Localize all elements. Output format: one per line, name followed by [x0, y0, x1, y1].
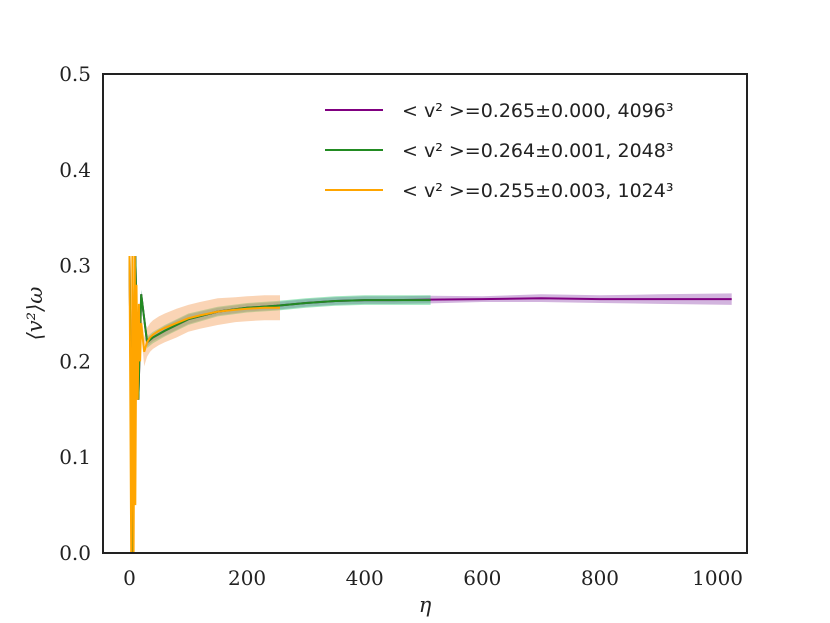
legend-entry: < v² >=0.265±0.000, 4096³ — [402, 100, 673, 122]
x-axis-label: η — [419, 593, 432, 617]
y-tick-label: 0.1 — [59, 445, 91, 469]
x-axis-ticks: 0 200 400 600 800 1000 — [123, 566, 743, 590]
plot-frame — [102, 73, 748, 554]
series-line-1 — [128, 255, 431, 554]
series-band-2 — [129, 256, 280, 553]
x-tick-label: 600 — [463, 566, 501, 590]
x-tick-label: 1000 — [692, 566, 743, 590]
x-tick-label: 800 — [581, 566, 619, 590]
y-tick-label: 0.2 — [59, 349, 91, 373]
legend: < v² >=0.265±0.000, 4096³ < v² >=0.264±0.… — [325, 100, 673, 202]
x-tick-label: 0 — [123, 566, 136, 590]
y-tick-label: 0.5 — [59, 62, 91, 86]
x-tick-label: 400 — [346, 566, 384, 590]
legend-entry: < v² >=0.255±0.003, 1024³ — [402, 180, 673, 202]
y-tick-label: 0.4 — [59, 158, 91, 182]
series-line-2 — [128, 255, 280, 554]
y-tick-label: 0.0 — [59, 541, 91, 565]
series-lines — [128, 255, 732, 554]
legend-entry: < v² >=0.264±0.001, 2048³ — [402, 140, 673, 162]
y-tick-label: 0.3 — [59, 254, 91, 278]
y-axis-ticks: 0.0 0.1 0.2 0.3 0.4 0.5 — [59, 62, 91, 565]
x-tick-label: 200 — [228, 566, 266, 590]
y-axis-label: ⟨v²⟩ω — [23, 287, 47, 341]
